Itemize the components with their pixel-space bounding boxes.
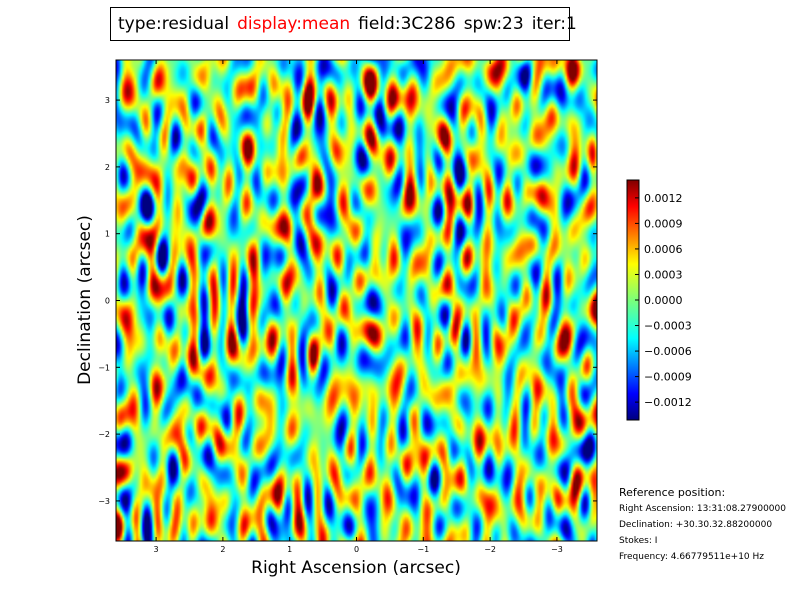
x-axis: 3 2 1 0 −1 −2 −3 (154, 60, 563, 554)
y-tick-label: 0 (105, 297, 110, 306)
colorbar-tick-label: 0.0006 (644, 243, 683, 256)
colorbar-tick-label: 0.0012 (644, 192, 683, 205)
reference-position-info: Reference position: Right Ascension: 13:… (619, 485, 786, 565)
x-axis-label: Right Ascension (arcsec) (251, 558, 461, 578)
reference-stokes: Stokes: I (619, 536, 658, 546)
y-axis: 3 2 1 0 −1 −2 −3 (98, 96, 597, 506)
residual-heatmap (116, 60, 597, 541)
colorbar-tick-label: −0.0012 (644, 396, 692, 409)
x-tick-label: −1 (417, 545, 429, 554)
y-tick-label: −1 (98, 363, 110, 372)
y-tick-label: 3 (105, 96, 110, 105)
reference-ra: Right Ascension: 13:31:08.27900000 (619, 504, 786, 514)
colorbar-tick-label: 0.0009 (644, 217, 683, 230)
x-tick-label: 0 (354, 545, 359, 554)
x-tick-label: 2 (220, 545, 225, 554)
x-tick-label: 1 (287, 545, 292, 554)
y-tick-label: 1 (105, 230, 110, 239)
colorbar-tick-label: −0.0003 (644, 320, 692, 333)
reference-dec: Declination: +30.30.32.88200000 (619, 520, 773, 530)
colorbar-tick-label: −0.0006 (644, 345, 692, 358)
colorbar: 0.0012 0.0009 0.0006 0.0003 0.0000 −0.0003 −0.… (626, 179, 692, 421)
x-tick-label: −2 (484, 545, 496, 554)
x-tick-label: 3 (154, 545, 159, 554)
reference-frequency: Frequency: 4.66779511e+10 Hz (619, 552, 765, 562)
reference-heading: Reference position: (619, 486, 726, 499)
title-type: type:residual (118, 14, 230, 34)
title-iter: iter:1 (531, 14, 577, 34)
y-tick-label: 2 (105, 163, 110, 172)
colorbar-tick-label: 0.0000 (644, 294, 683, 307)
colorbar-tick-label: −0.0009 (644, 371, 692, 384)
image-panel (115, 59, 598, 542)
title-spw: spw:23 (463, 14, 524, 34)
colorbar-tick-label: 0.0003 (644, 268, 683, 281)
colorbar-ticks: 0.0012 0.0009 0.0006 0.0003 0.0000 −0.0003 −0.… (635, 192, 692, 409)
title-display: display:mean (237, 14, 351, 34)
plot-title: type:residual display:mean field:3C286 s… (110, 7, 577, 41)
y-tick-label: −2 (98, 430, 110, 439)
y-axis-label: Declination (arcsec) (75, 215, 95, 385)
x-tick-label: −3 (551, 545, 563, 554)
title-field: field:3C286 (358, 14, 456, 34)
y-tick-label: −3 (98, 497, 110, 506)
